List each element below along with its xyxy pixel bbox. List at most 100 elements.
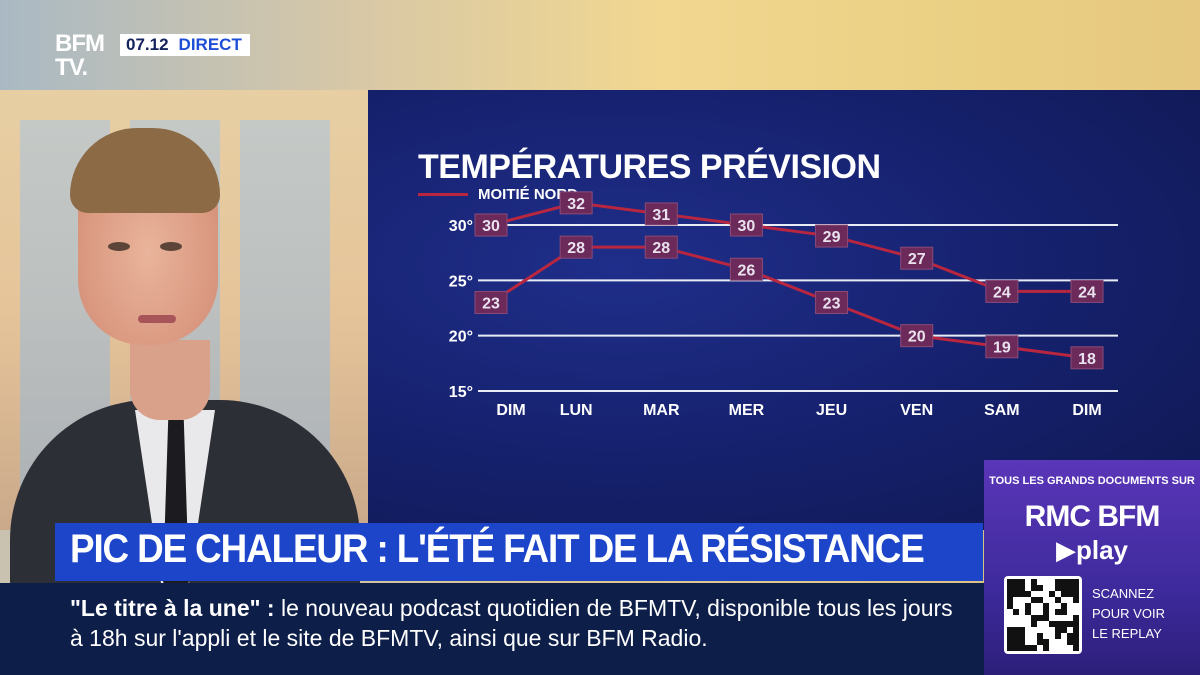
qr-cell xyxy=(1019,639,1025,645)
data-label-box xyxy=(729,213,763,237)
data-label: 31 xyxy=(652,207,670,224)
presenter-eye xyxy=(108,242,130,251)
live-time: 07.12 xyxy=(126,35,169,54)
qr-cell xyxy=(1061,579,1067,585)
qr-cell xyxy=(1073,633,1079,639)
y-tick-label: 20° xyxy=(449,329,473,346)
qr-cell xyxy=(1043,609,1049,615)
data-label-box xyxy=(985,335,1019,359)
data-label: 28 xyxy=(652,240,670,257)
qr-cell xyxy=(1031,597,1037,603)
data-label-box xyxy=(559,191,593,215)
qr-cell xyxy=(1007,639,1013,645)
qr-cell xyxy=(1013,609,1019,615)
logo-line2: TV. xyxy=(55,54,88,81)
qr-cell xyxy=(1031,645,1037,651)
live-indicator: 07.12 DIRECT xyxy=(120,34,250,56)
qr-cell xyxy=(1013,591,1019,597)
qr-cell xyxy=(1037,615,1043,621)
x-tick-label: JEU xyxy=(816,402,847,419)
x-tick-label: DIM xyxy=(1072,402,1101,419)
qr-cell xyxy=(1073,585,1079,591)
qr-cell xyxy=(1037,585,1043,591)
qr-cell xyxy=(1013,585,1019,591)
data-label: 23 xyxy=(482,295,500,312)
y-tick-label: 15° xyxy=(449,384,473,401)
qr-cell xyxy=(1061,603,1067,609)
logo-line1: BFM xyxy=(55,30,105,57)
qr-cell xyxy=(1037,633,1043,639)
ticker-highlight: "Le titre à la une" : xyxy=(70,595,275,621)
qr-cell xyxy=(1031,615,1037,621)
data-label-box xyxy=(644,202,678,226)
qr-cell xyxy=(1055,627,1061,633)
presenter-mouth xyxy=(138,315,176,323)
data-label: 27 xyxy=(908,251,926,268)
bfmtv-logo: BFM TV. xyxy=(55,32,115,84)
qr-cell xyxy=(1025,603,1031,609)
data-label-box xyxy=(474,290,508,314)
data-label: 26 xyxy=(738,262,756,279)
qr-cell xyxy=(1007,597,1013,603)
qr-cell xyxy=(1073,597,1079,603)
x-tick-label: MER xyxy=(729,402,765,419)
qr-code-icon xyxy=(1004,576,1082,654)
qr-cell xyxy=(1031,579,1037,585)
x-tick-label: VEN xyxy=(900,402,933,419)
ticker-band xyxy=(0,583,984,675)
data-label-box xyxy=(1070,346,1104,370)
qr-cell xyxy=(1055,621,1061,627)
qr-cell xyxy=(1049,621,1055,627)
presenter-neck xyxy=(130,340,210,420)
data-label-box xyxy=(815,224,849,248)
data-label-box xyxy=(900,324,934,348)
qr-cell xyxy=(1055,585,1061,591)
qr-cell xyxy=(1061,621,1067,627)
rmc-bfm-play-promo: TOUS LES GRANDS DOCUMENTS SUR RMC BFM ▶p… xyxy=(984,460,1200,675)
qr-cell xyxy=(1007,645,1013,651)
presenter-hair xyxy=(70,128,220,213)
qr-cell xyxy=(1073,615,1079,621)
headline: PIC DE CHALEUR : L'ÉTÉ FAIT DE LA RÉSIST… xyxy=(70,527,925,571)
data-label: 32 xyxy=(567,196,585,213)
x-tick-label: LUN xyxy=(560,402,593,419)
x-tick-label: MAR xyxy=(643,402,680,419)
y-tick-label: 25° xyxy=(449,273,473,290)
data-label: 24 xyxy=(993,284,1011,301)
qr-cell xyxy=(1013,645,1019,651)
qr-cell xyxy=(1007,633,1013,639)
qr-cell xyxy=(1007,579,1013,585)
promo-top-text: TOUS LES GRANDS DOCUMENTS SUR xyxy=(989,475,1195,487)
data-label-box xyxy=(1070,279,1104,303)
qr-cell xyxy=(1007,591,1013,597)
qr-cell xyxy=(1055,597,1061,603)
data-label: 20 xyxy=(908,329,926,346)
qr-cell xyxy=(1073,645,1079,651)
data-label: 30 xyxy=(738,218,756,235)
qr-cell xyxy=(1043,615,1049,621)
qr-cell xyxy=(1043,645,1049,651)
qr-cell xyxy=(1031,621,1037,627)
data-label: 28 xyxy=(567,240,585,257)
promo-scan-text: SCANNEZ POUR VOIR LE REPLAY xyxy=(1092,584,1196,644)
qr-cell xyxy=(1019,627,1025,633)
promo-scan-line: SCANNEZ xyxy=(1092,586,1155,601)
qr-cell xyxy=(1019,579,1025,585)
qr-cell xyxy=(1013,627,1019,633)
legend-label: MOITIÉ NORD xyxy=(478,186,578,203)
qr-cell xyxy=(1073,579,1079,585)
qr-cell xyxy=(1049,591,1055,597)
qr-cell xyxy=(1061,585,1067,591)
promo-brand: RMC BFM xyxy=(1024,500,1161,533)
qr-cell xyxy=(1073,639,1079,645)
qr-cell xyxy=(1037,597,1043,603)
chart-title: TEMPÉRATURES PRÉVISION xyxy=(418,148,881,186)
presenter-eye xyxy=(160,242,182,251)
x-tick-label: SAM xyxy=(984,402,1020,419)
headline-band xyxy=(55,523,983,581)
qr-cell xyxy=(1007,627,1013,633)
qr-cell xyxy=(1037,639,1043,645)
qr-cell xyxy=(1067,585,1073,591)
qr-cell xyxy=(1055,579,1061,585)
